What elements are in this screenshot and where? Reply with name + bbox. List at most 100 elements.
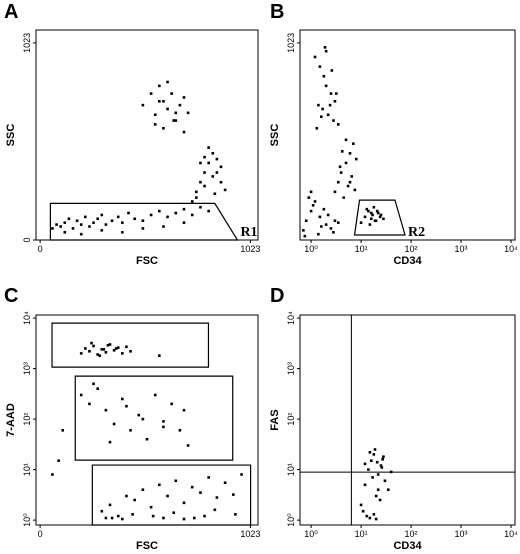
dot [79,223,83,226]
dot [151,514,155,518]
x-axis-label: CD34 [393,540,422,552]
dot [207,161,210,165]
dot [133,498,136,502]
dot [338,165,342,169]
gate [74,375,234,461]
dot [170,402,173,406]
dot [121,230,124,234]
dot [106,343,110,347]
dot [315,126,319,130]
dot [190,200,194,203]
dot [313,200,317,203]
dot [141,417,145,421]
dot [178,428,182,432]
dot [96,353,99,356]
dot [367,468,370,471]
dot [376,473,380,476]
dot [328,103,332,107]
x-axis-label: CD34 [393,255,422,267]
dot [215,171,219,174]
dot [215,157,219,161]
plot-frame [299,314,516,526]
dot [302,229,305,232]
dot [319,225,323,228]
dot [380,466,384,469]
dot [382,217,385,221]
dot [207,209,210,213]
dot [376,488,380,491]
dot [223,188,227,192]
dot [203,171,206,174]
gate-label: R1 [240,225,257,240]
dot [166,494,169,498]
x-tick-label: 10⁴ [504,244,518,254]
dot [336,180,340,184]
dot [182,207,186,211]
plot-frame [35,29,259,241]
dot [96,387,99,390]
plot-frame [299,29,516,241]
dot [63,230,67,234]
y-tick-label: 10² [22,413,32,426]
dot [112,349,116,352]
dot [100,348,104,351]
dot [192,516,196,520]
gate-label: R2 [408,225,425,240]
y-axis-label: SSC [269,124,281,147]
dot [372,513,376,516]
dot [348,152,352,155]
dot [381,457,384,461]
y-tick-label: 10³ [286,362,296,375]
dot [309,190,313,194]
dot [61,428,65,432]
dot [336,123,340,126]
dot [112,422,116,426]
dot [79,232,83,236]
dot [71,227,75,230]
dot [190,213,194,217]
gate [353,199,406,236]
x-tick-label: 0 [38,529,43,539]
gate [51,322,210,368]
dot [361,509,365,513]
dot [116,215,120,219]
dot [199,180,202,184]
x-axis-label: FSC [136,255,158,267]
dot [317,232,320,236]
dot [88,349,91,353]
dot [172,511,176,515]
dot [90,341,93,345]
dot [324,84,328,88]
dot [375,209,379,213]
dot [321,107,324,111]
dot [149,92,153,95]
dot [346,184,350,188]
dot [324,49,328,53]
dot [386,488,390,491]
dot [174,119,178,122]
x-tick-label: 1023 [240,529,260,539]
dot [84,347,87,350]
gate [49,202,239,241]
dot [329,227,333,230]
dot [363,462,367,466]
dot [102,348,106,351]
x-tick-label: 10¹ [355,244,368,254]
y-tick-label: 10¹ [22,463,32,476]
dot [333,219,337,223]
dot [114,347,118,350]
dot [110,219,114,223]
dot [145,437,149,441]
y-tick-label: 10⁴ [22,311,32,325]
dot [319,115,323,118]
dot [368,223,372,226]
dot [359,221,363,224]
plot-frame [35,314,259,526]
x-axis-label: FSC [136,540,158,552]
dot [213,508,217,512]
dot [368,450,372,454]
dot [121,397,124,401]
dot [223,481,227,485]
dot [330,69,334,72]
